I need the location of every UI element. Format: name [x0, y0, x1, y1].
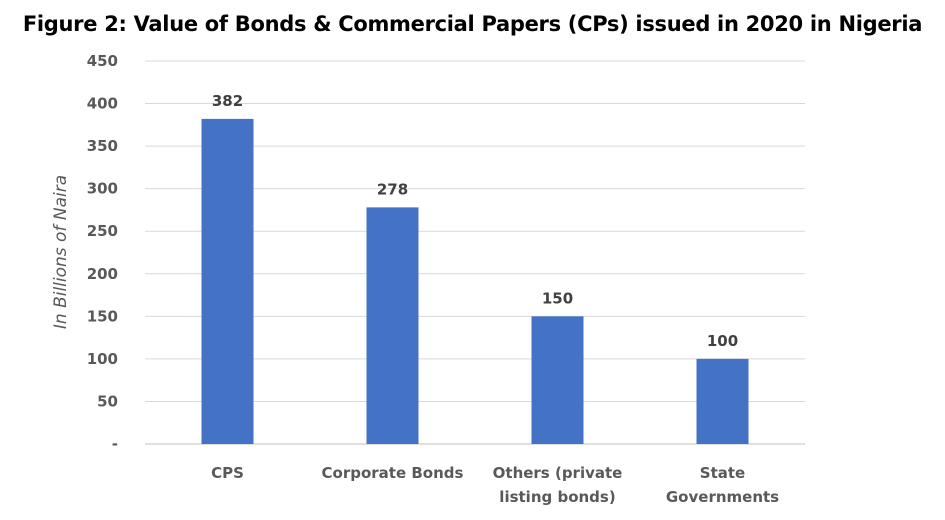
bar	[201, 118, 254, 445]
y-tick-label: 450	[87, 52, 118, 70]
x-tick-label: State	[700, 464, 745, 482]
bar	[696, 358, 749, 444]
x-tick-label: CPS	[211, 464, 244, 482]
x-tick-label: Others (private	[493, 464, 623, 482]
data-label: 100	[707, 332, 738, 350]
x-tick-label: Governments	[666, 488, 779, 506]
x-tick-label: listing bonds)	[499, 488, 615, 506]
y-tick-label: 400	[87, 95, 118, 113]
y-tick-label: 350	[87, 137, 118, 155]
bar	[531, 316, 584, 444]
x-tick-label: Corporate Bonds	[322, 464, 464, 482]
data-label: 278	[377, 180, 408, 198]
y-tick-label: 200	[87, 265, 118, 283]
y-tick-label: 100	[87, 350, 118, 368]
chart-title: Figure 2: Value of Bonds & Commercial Pa…	[22, 12, 923, 36]
y-tick-label: 50	[97, 392, 118, 410]
y-tick-label: 250	[87, 222, 118, 240]
data-label: 382	[212, 92, 243, 110]
y-tick-label: -	[112, 435, 118, 453]
y-axis-label: In Billions of Naira	[51, 175, 71, 329]
y-tick-label: 150	[87, 307, 118, 325]
y-tick-label: 300	[87, 180, 118, 198]
data-label: 150	[542, 289, 573, 307]
bar	[366, 207, 419, 444]
